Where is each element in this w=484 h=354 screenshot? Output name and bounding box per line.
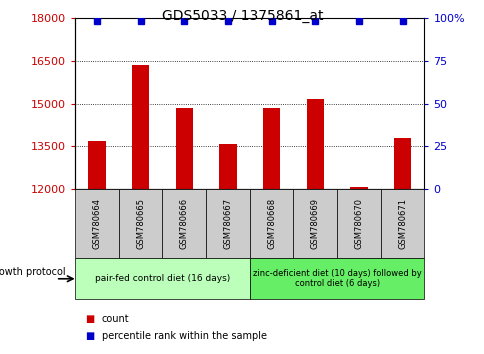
Text: ■: ■ [85, 314, 94, 324]
Bar [306, 99, 323, 189]
Text: count: count [102, 314, 129, 324]
Bar [349, 187, 367, 189]
Text: GSM780664: GSM780664 [92, 198, 101, 250]
Bar [175, 108, 193, 189]
Text: GSM780671: GSM780671 [397, 198, 406, 250]
Text: GSM780668: GSM780668 [267, 198, 275, 250]
Text: pair-fed control diet (16 days): pair-fed control diet (16 days) [95, 274, 229, 283]
Text: GSM780665: GSM780665 [136, 198, 145, 250]
Text: growth protocol: growth protocol [0, 267, 65, 278]
Text: GSM780670: GSM780670 [354, 198, 363, 250]
Bar [393, 138, 410, 189]
Text: GSM780666: GSM780666 [180, 198, 188, 250]
Bar [88, 141, 106, 189]
Text: GSM780667: GSM780667 [223, 198, 232, 250]
Bar [262, 108, 280, 189]
Text: percentile rank within the sample: percentile rank within the sample [102, 331, 266, 341]
Text: ■: ■ [85, 331, 94, 341]
Text: GSM780669: GSM780669 [310, 198, 319, 250]
Bar [132, 65, 149, 189]
Bar [219, 144, 236, 189]
Text: GDS5033 / 1375861_at: GDS5033 / 1375861_at [162, 9, 322, 23]
Text: zinc-deficient diet (10 days) followed by
control diet (6 days): zinc-deficient diet (10 days) followed b… [252, 269, 421, 289]
